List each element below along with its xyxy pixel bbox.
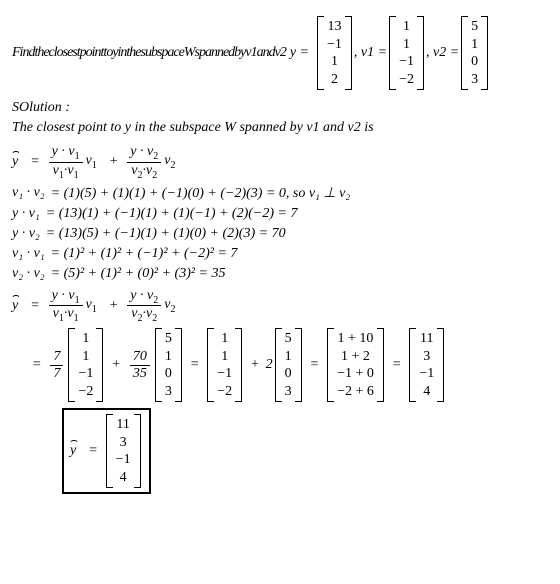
y-equals: y =: [290, 45, 309, 61]
calc-sum: 1 + 101 + 2−1 + 0−2 + 6: [327, 328, 384, 402]
answer-vector: 11 3 −1 4: [106, 414, 141, 488]
eq2: =: [30, 298, 39, 314]
v1-1: 1: [399, 36, 414, 54]
answer-box: y = 11 3 −1 4: [62, 408, 151, 494]
formula-line: y = y · v1 v1·v1 v1 + y · v2 v2·v2 v2: [12, 144, 560, 181]
expr: = (13)(1) + (−1)(1) + (1)(−1) + (2)(−2) …: [46, 206, 298, 222]
lhs: v₁ · v₁: [12, 246, 45, 262]
lhs: v₁ · v₂: [12, 185, 45, 201]
frac1: y · v1 v1·v1: [49, 144, 83, 181]
calc-res: 113−14: [409, 328, 444, 402]
eq4: =: [190, 357, 199, 373]
expr: = (1)² + (1)² + (−1)² + (−2)² = 7: [51, 246, 238, 262]
eq6: =: [392, 357, 401, 373]
answer-eq: =: [88, 443, 97, 459]
y-0: 13: [327, 18, 342, 36]
v1-0: 1: [399, 18, 414, 36]
answer-row: y = 11 3 −1 4: [62, 408, 560, 494]
line-v2v2: v₂ · v₂ = (5)² + (1)² + (0)² + (3)² = 35: [12, 266, 560, 282]
term2: v2: [164, 153, 175, 171]
y-2: 1: [327, 53, 342, 71]
line-v1v2: v₁ · v₂ = (1)(5) + (1)(1) + (−1)(0) + (−…: [12, 185, 560, 202]
solution-heading: SOlution :: [12, 100, 560, 116]
v2-3: 3: [471, 71, 478, 89]
plus4: +: [250, 357, 259, 373]
v1-label: , v1 =: [354, 45, 387, 61]
lhs: y · v₂: [12, 226, 40, 242]
line-yv1: y · v₁ = (13)(1) + (−1)(1) + (1)(−1) + (…: [12, 206, 560, 222]
frac2: y · v2 v2·v2: [127, 144, 161, 181]
y-1: −1: [327, 36, 342, 54]
y-3: 2: [327, 71, 342, 89]
coef2: 70 35: [130, 349, 150, 382]
eq1: =: [30, 154, 39, 170]
term2b: v2: [164, 297, 175, 315]
yhat: y: [12, 154, 18, 170]
problem-text: FindtheclosestpointtoyinthesubspaceWspan…: [12, 45, 286, 61]
v1-2: −1: [399, 53, 414, 71]
frac1b: y · v1 v1·v1: [49, 288, 83, 325]
y-vector: 13 −1 1 2: [317, 16, 352, 90]
v2-vector: 5 1 0 3: [461, 16, 488, 90]
eq3: =: [32, 357, 41, 373]
intro-text: The closest point to y in the subspace W…: [12, 120, 560, 136]
coef1: 7 7: [50, 349, 63, 382]
term1b: v1: [86, 297, 97, 315]
calc-b: 5103: [275, 328, 302, 402]
yhat2: y: [12, 298, 18, 314]
expr: = (5)² + (1)² + (0)² + (3)² = 35: [51, 266, 226, 282]
eq5: =: [310, 357, 319, 373]
expr: = (13)(5) + (−1)(1) + (1)(0) + (2)(3) = …: [46, 226, 286, 242]
calc-v1: 11−1−2: [68, 328, 103, 402]
formula-line-2: y = y · v1 v1·v1 v1 + y · v2 v2·v2 v2: [12, 288, 560, 325]
expr: = (1)(5) + (1)(1) + (−1)(0) + (−2)(3) = …: [51, 185, 351, 202]
plus3: +: [111, 357, 120, 373]
calc-v2: 5103: [155, 328, 182, 402]
answer-yhat: y: [70, 443, 76, 459]
v2-1: 1: [471, 36, 478, 54]
v2-label: , v2 =: [426, 45, 459, 61]
problem-row: FindtheclosestpointtoyinthesubspaceWspan…: [12, 16, 560, 90]
v1-vector: 1 1 −1 −2: [389, 16, 424, 90]
plus2: +: [109, 298, 118, 314]
plus1: +: [109, 154, 118, 170]
lhs: y · v₁: [12, 206, 40, 222]
two: 2: [266, 357, 273, 373]
term1: v1: [86, 153, 97, 171]
calc-line: = 7 7 11−1−2 + 70 35 5103 = 11−1−2 + 2 5…: [26, 328, 560, 402]
v1-3: −2: [399, 71, 414, 89]
calc-a: 11−1−2: [207, 328, 242, 402]
frac2b: y · v2 v2·v2: [127, 288, 161, 325]
line-yv2: y · v₂ = (13)(5) + (−1)(1) + (1)(0) + (2…: [12, 226, 560, 242]
line-v1v1: v₁ · v₁ = (1)² + (1)² + (−1)² + (−2)² = …: [12, 246, 560, 262]
v2-2: 0: [471, 53, 478, 71]
v2-0: 5: [471, 18, 478, 36]
lhs: v₂ · v₂: [12, 266, 45, 282]
